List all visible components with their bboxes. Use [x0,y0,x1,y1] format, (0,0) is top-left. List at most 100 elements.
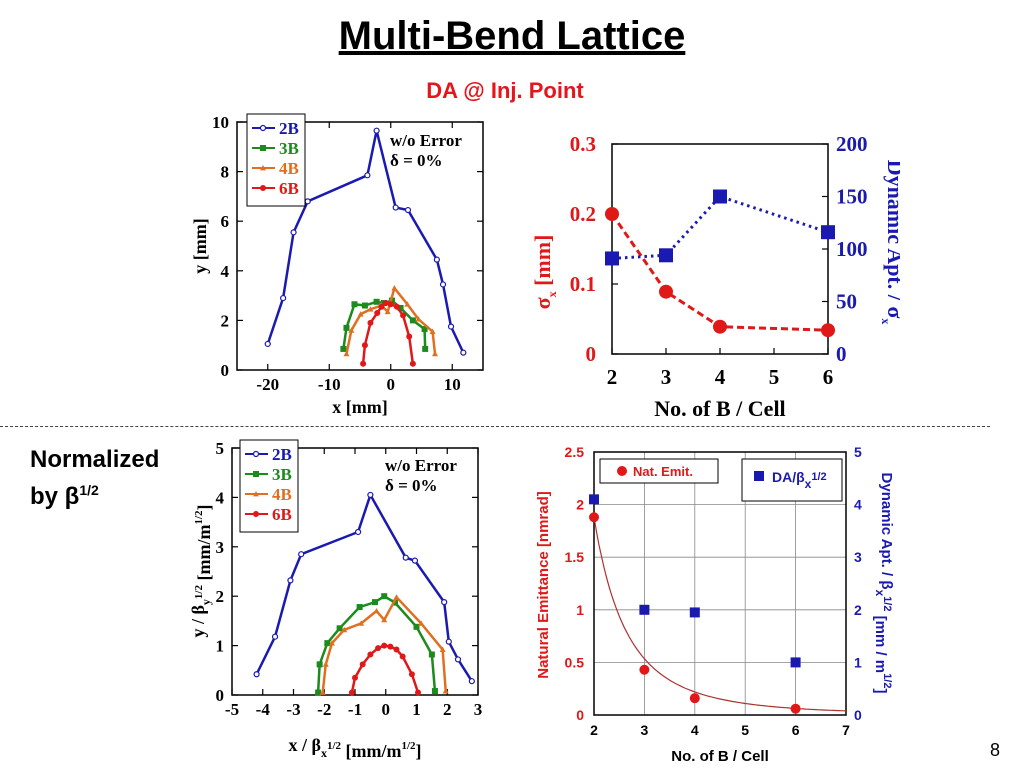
annotation-text: δ = 0% [385,476,438,495]
x-tick-label: -5 [225,700,239,719]
series-point-right [659,248,673,263]
series-point-2B [392,204,399,211]
series-point-6B [409,360,416,367]
series-point-6B [382,300,389,307]
y-left-tick-label: 0.3 [570,132,596,156]
series-point-6B [361,342,368,349]
y-tick-label: 1 [216,637,225,656]
series-point-4B [404,301,411,307]
series-point-3B [413,623,420,630]
series-point-2B [298,551,305,558]
fit-curve [593,517,847,712]
y-left-tick-label: 2.5 [565,444,585,460]
series-line-right [611,194,829,260]
legend-marker-2B [252,450,260,458]
x-tick-label: -1 [348,700,362,719]
legend-label-6B: 6B [272,505,292,524]
series-point-4B [341,626,348,633]
annotation-text: w/o Error [385,456,457,475]
series-point-6B [406,333,413,340]
y-tick-label: 2 [216,587,225,606]
series-point-2B [290,229,297,236]
normalized-label: Normalized by β1/2 [30,445,159,512]
y-left-axis-label: Natural Emittance [nmrad] [535,491,552,679]
legend-label-4B: 4B [279,159,299,178]
series-point-2B [354,528,362,536]
series-point-left [713,319,727,334]
series-point-3B [356,604,363,611]
series-point-2B [271,633,279,640]
series-point-3B [373,298,380,305]
y-axis-label: y [mm] [190,218,210,273]
series-point-6B [359,661,366,668]
y-tick-label: 0 [216,686,225,705]
y-axis-label: y / βy1/2 [mm/m1/2] [188,504,214,637]
series-point-2B [253,671,260,678]
x-tick-label: 2 [443,700,452,719]
series-point-3B [315,689,322,696]
series-point-right [713,189,727,204]
normalized-label-exponent: 1/2 [79,482,99,498]
series-point-4B [328,640,335,646]
x-tick-label: 3 [661,365,672,389]
legend-box [246,113,306,207]
series-point-2B [454,656,462,663]
x-axis-label: No. of B / Cell [654,396,785,421]
page-subtitle: DA @ Inj. Point [426,78,584,103]
x-tick-label: 2 [590,722,598,738]
x-tick-label: 6 [823,365,834,389]
x-tick-label: 4 [691,722,699,738]
series-point-4B [322,661,329,667]
legend-marker-2B [259,124,267,132]
series-point-4B [391,285,398,291]
legend-marker-3B [260,145,266,151]
series-point-left [689,693,700,704]
series-line-2B [266,130,465,354]
x-axis-label: x [mm] [332,397,387,417]
x-tick-label: 0 [382,700,391,719]
series-point-left [790,703,801,714]
x-tick-label: 0 [387,375,396,394]
y-right-tick-label: 5 [854,444,862,460]
x-axis-label: x / βx1/2 [mm/m1/2] [288,735,421,761]
series-point-4B [348,327,355,333]
series-point-right [639,604,650,615]
y-tick-label: 4 [221,262,230,281]
series-point-4B [415,316,422,322]
legend-marker-6B [260,185,266,191]
x-tick-label: 7 [842,722,850,738]
legend-marker-4B [260,165,266,171]
series-point-2B [439,281,447,288]
series-point-6B [375,645,382,652]
series-point-3B [351,301,358,308]
x-tick-label: 5 [741,722,749,738]
series-point-left [589,512,599,523]
series-point-6B [367,319,374,326]
series-point-3B [397,305,404,311]
series-point-4B [439,646,446,652]
x-tick-label: 5 [769,365,780,389]
series-line-6B [350,644,420,693]
annotation-text: w/o Error [390,131,462,150]
series-point-3B [409,317,416,324]
series-point-left [821,323,835,338]
y-left-tick-label: 0.5 [565,654,585,670]
series-point-4B [319,689,326,695]
y-right-tick-label: 3 [854,549,862,565]
series-point-3B [343,324,350,331]
series-point-4B [357,311,364,317]
series-point-4B [358,620,365,626]
x-tick-label: 4 [715,365,726,389]
y-tick-label: 4 [216,488,225,507]
series-point-2B [304,198,311,205]
series-point-left [605,207,619,221]
y-left-tick-label: 0 [586,342,597,366]
y-tick-label: 6 [221,212,230,231]
series-point-3B [336,625,343,632]
series-point-6B [400,312,407,319]
y-right-tick-label: 2 [854,602,862,618]
legend-label-2B: 2B [272,445,292,464]
